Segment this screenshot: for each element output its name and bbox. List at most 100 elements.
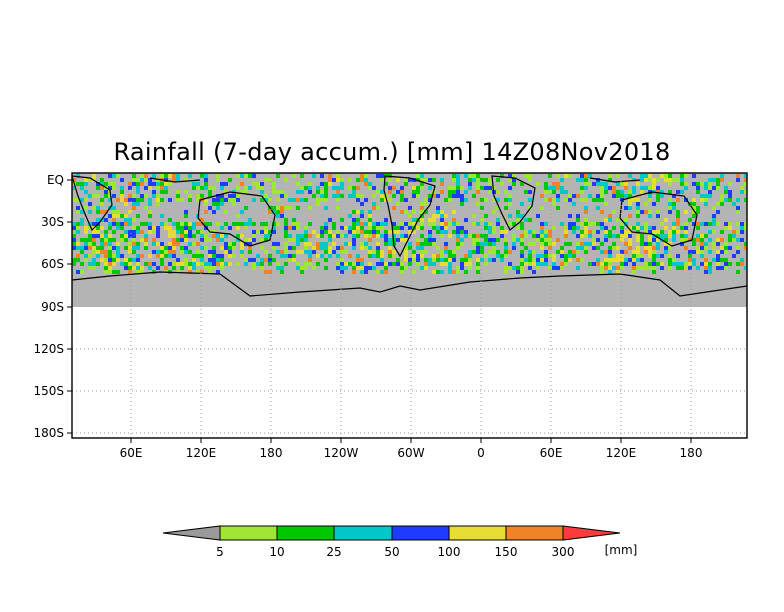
rain-cell	[456, 266, 460, 270]
rain-cell	[284, 246, 288, 250]
rain-cell	[312, 246, 316, 250]
rain-cell	[272, 182, 276, 186]
rain-cell	[720, 250, 724, 254]
rain-cell	[144, 194, 148, 198]
rain-cell	[728, 226, 732, 230]
rain-cell	[440, 258, 444, 262]
rain-cell	[260, 186, 264, 190]
rain-cell	[716, 254, 720, 258]
rain-cell	[592, 230, 596, 234]
rain-cell	[684, 210, 688, 214]
rain-cell	[516, 214, 520, 218]
rain-cell	[220, 238, 224, 242]
rain-cell	[420, 218, 424, 222]
rain-cell	[268, 198, 272, 202]
rain-cell	[436, 206, 440, 210]
rain-cell	[212, 254, 216, 258]
rain-cell	[200, 238, 204, 242]
rain-cell	[188, 250, 192, 254]
rain-cell	[672, 178, 676, 182]
rain-cell	[156, 178, 160, 182]
rain-cell	[404, 210, 408, 214]
rain-cell	[636, 254, 640, 258]
rain-cell	[120, 198, 124, 202]
rain-cell	[552, 266, 556, 270]
rain-cell	[204, 262, 208, 266]
rain-cell	[136, 266, 140, 270]
rain-cell	[560, 190, 564, 194]
rain-cell	[416, 194, 420, 198]
rain-cell	[124, 258, 128, 262]
rain-cell	[692, 174, 696, 178]
rain-cell	[744, 266, 747, 270]
rain-cell	[604, 226, 608, 230]
rain-cell	[440, 262, 444, 266]
rain-cell	[296, 190, 300, 194]
rain-cell	[280, 254, 284, 258]
rain-cell	[496, 222, 500, 226]
rain-cell	[184, 214, 188, 218]
rain-cell	[604, 218, 608, 222]
rain-cell	[436, 270, 440, 274]
rain-cell	[744, 178, 747, 182]
rain-cell	[88, 246, 92, 250]
rain-cell	[668, 182, 672, 186]
rain-cell	[160, 174, 164, 178]
rain-cell	[208, 250, 212, 254]
rain-cell	[400, 210, 404, 214]
rain-cell	[560, 222, 564, 226]
rain-cell	[284, 194, 288, 198]
rain-cell	[116, 254, 120, 258]
rain-cell	[536, 238, 540, 242]
rain-cell	[124, 266, 128, 270]
rain-cell	[380, 270, 384, 274]
rain-cell	[168, 250, 172, 254]
rain-cell	[188, 226, 192, 230]
rain-cell	[180, 266, 184, 270]
rain-cell	[736, 238, 740, 242]
rain-cell	[572, 250, 576, 254]
rain-cell	[436, 254, 440, 258]
rain-cell	[428, 198, 432, 202]
rain-cell	[128, 194, 132, 198]
rain-cell	[460, 226, 464, 230]
rain-cell	[564, 242, 568, 246]
rain-cell	[240, 242, 244, 246]
rain-cell	[656, 214, 660, 218]
rain-cell	[452, 222, 456, 226]
rain-cell	[384, 218, 388, 222]
rain-cell	[704, 234, 708, 238]
rain-cell	[140, 222, 144, 226]
rain-cell	[144, 246, 148, 250]
rain-cell	[452, 186, 456, 190]
rain-cell	[700, 234, 704, 238]
rain-cell	[376, 242, 380, 246]
rain-cell	[584, 246, 588, 250]
rain-cell	[624, 218, 628, 222]
rain-cell	[452, 174, 456, 178]
rain-cell	[196, 222, 200, 226]
rain-cell	[392, 226, 396, 230]
rain-cell	[348, 178, 352, 182]
rain-cell	[380, 174, 384, 178]
rain-cell	[528, 250, 532, 254]
rain-cell	[104, 218, 108, 222]
rain-cell	[664, 238, 668, 242]
rain-cell	[404, 246, 408, 250]
rain-cell	[156, 226, 160, 230]
rain-cell	[304, 246, 308, 250]
rain-cell	[136, 246, 140, 250]
rain-cell	[676, 230, 680, 234]
rain-cell	[388, 238, 392, 242]
rain-cell	[328, 218, 332, 222]
rain-cell	[356, 210, 360, 214]
rain-cell	[400, 266, 404, 270]
rain-cell	[104, 190, 108, 194]
y-tick-label: 30S	[41, 215, 64, 229]
rain-cell	[208, 254, 212, 258]
rain-cell	[212, 198, 216, 202]
rain-cell	[616, 174, 620, 178]
rain-cell	[244, 186, 248, 190]
rain-cell	[220, 198, 224, 202]
rain-cell	[260, 262, 264, 266]
